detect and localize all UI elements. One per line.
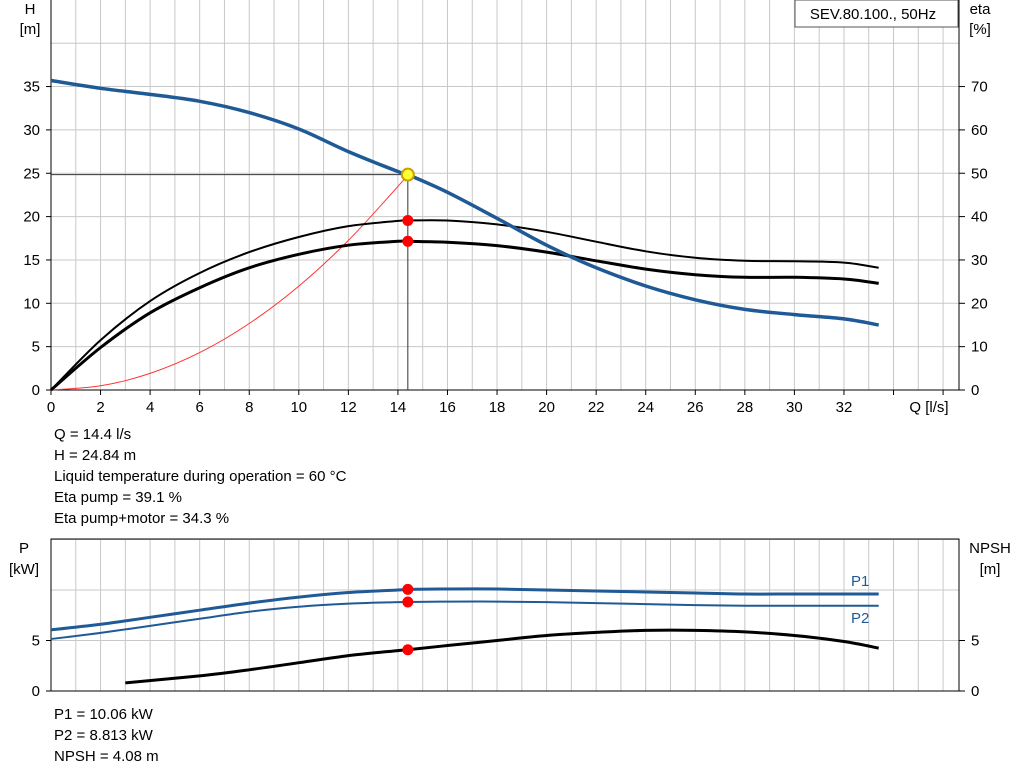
x-tick-label: 18 — [489, 399, 506, 416]
y-left-unit: [m] — [20, 21, 41, 38]
y-left-tick-label: 0 — [32, 382, 40, 399]
npsh-curve — [125, 628, 879, 685]
info-flow: Q = 14.4 l/s — [54, 426, 132, 443]
y-right-unit: [m] — [980, 561, 1001, 578]
y-right-tick-label: 70 — [971, 79, 988, 96]
y-right-label: eta — [970, 1, 992, 18]
info-npsh: NPSH = 4.08 m — [54, 748, 159, 765]
y-right-label: NPSH — [969, 540, 1011, 557]
y-right-tick-label: 50 — [971, 165, 988, 182]
x-tick-label: 8 — [245, 399, 253, 416]
y-left-unit: [kW] — [9, 561, 39, 578]
y-left-label: P — [19, 540, 29, 557]
y-right-tick-label: 0 — [971, 683, 979, 700]
y-left-tick-label: 5 — [32, 339, 40, 356]
eta-pump-marker — [402, 215, 414, 227]
x-tick-label: 4 — [146, 399, 154, 416]
duty-info-bottom: P1 = 10.06 kW P2 = 8.813 kW NPSH = 4.08 … — [54, 704, 159, 767]
x-tick-label: 2 — [96, 399, 104, 416]
y-left-tick-label: 15 — [23, 252, 40, 269]
y-left-tick-label: 20 — [23, 209, 40, 226]
y-right-tick-label: 40 — [971, 209, 988, 226]
p2-duty-marker — [402, 596, 414, 608]
y-left-tick-label: 25 — [23, 165, 40, 182]
y-left-tick-label: 30 — [23, 122, 40, 139]
y-left-tick-label: 10 — [23, 295, 40, 312]
eta-pump-motor-marker — [402, 235, 414, 247]
x-axis-label: Q [l/s] — [909, 399, 948, 416]
npsh-duty-marker — [402, 644, 414, 656]
p2-series-label: P2 — [851, 610, 869, 627]
y-right-tick-label: 5 — [971, 633, 979, 650]
y-right-tick-label: 30 — [971, 252, 988, 269]
y-left-tick-label: 35 — [23, 79, 40, 96]
grid-vertical — [50, 0, 944, 390]
x-tick-label: 32 — [836, 399, 853, 416]
y-left-tick-label: 0 — [32, 683, 40, 700]
y-right-unit: [%] — [969, 21, 991, 38]
x-tick-label: 10 — [290, 399, 307, 416]
x-tick-label: 30 — [786, 399, 803, 416]
model-label: SEV.80.100., 50Hz — [810, 6, 936, 23]
x-tick-label: 26 — [687, 399, 704, 416]
grid-horizontal — [51, 539, 959, 692]
grid-horizontal — [51, 42, 959, 391]
info-p1: P1 = 10.06 kW — [54, 706, 153, 723]
eta-pump-curve — [50, 219, 879, 391]
p1-curve — [50, 587, 879, 632]
duty-point-marker — [400, 167, 415, 182]
y-left-tick-label: 5 — [32, 633, 40, 650]
info-p2: P2 = 8.813 kW — [54, 727, 153, 744]
x-tick-label: 14 — [390, 399, 407, 416]
model-box — [794, 0, 959, 28]
plot-frame — [50, 538, 960, 692]
x-tick-label: 20 — [538, 399, 555, 416]
info-eta-pump-motor: Eta pump+motor = 34.3 % — [54, 510, 230, 527]
head-efficiency-chart: 0 2 4 6 8 10 12 14 16 18 20 22 24 26 28 30 32 Q [l/s]0510… — [20, 0, 992, 416]
info-eta-pump: Eta pump = 39.1 % — [54, 489, 182, 506]
p1-series-label: P1 — [851, 573, 869, 590]
y-left-label: H — [25, 1, 36, 18]
p2-curve — [50, 600, 879, 640]
y-right-tick-label: 20 — [971, 295, 988, 312]
grid-vertical — [50, 539, 944, 691]
x-tick-label: 16 — [439, 399, 456, 416]
head-curve — [50, 78, 880, 327]
duty-info-top: Q = 14.4 l/s H = 24.84 m Liquid temperat… — [54, 424, 346, 529]
y-right-tick-label: 0 — [971, 382, 979, 399]
system-curve — [50, 174, 409, 391]
x-tick-label: 6 — [196, 399, 204, 416]
info-liquid-temperature: Liquid temperature during operation = 60… — [54, 468, 347, 485]
p1-duty-marker — [402, 583, 414, 595]
y-right-tick-label: 10 — [971, 339, 988, 356]
x-tick-label: 28 — [736, 399, 753, 416]
x-tick-label: 0 — [47, 399, 55, 416]
y-right-tick-label: 60 — [971, 122, 988, 139]
x-tick-label: 12 — [340, 399, 357, 416]
info-head: H = 24.84 m — [54, 447, 137, 464]
power-npsh-chart: 0 5 0 5 P [kW] NPSH [m] P1 P2 — [9, 538, 1011, 700]
x-tick-label: 22 — [588, 399, 605, 416]
x-tick-label: 24 — [637, 399, 654, 416]
eta-pump-motor-curve — [50, 239, 879, 392]
